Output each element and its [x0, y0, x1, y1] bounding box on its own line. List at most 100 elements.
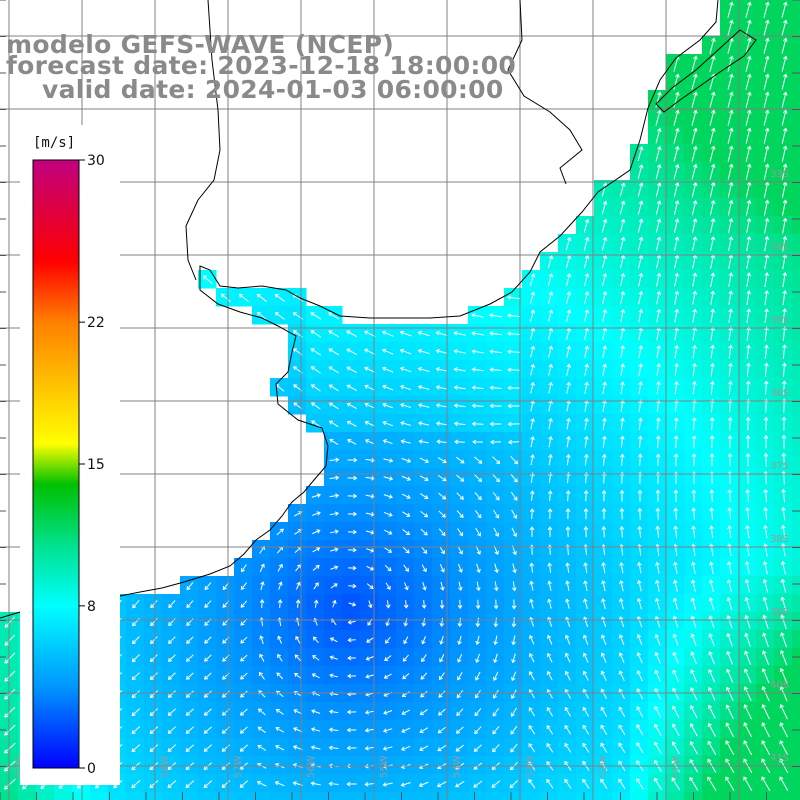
field-cell: [360, 792, 379, 800]
field-cell: [684, 360, 703, 379]
wind-arrow: [347, 475, 358, 481]
wind-arrow: [691, 218, 698, 234]
field-cell: [594, 504, 613, 523]
wind-arrow: [691, 543, 696, 556]
wind-arrow: [547, 309, 554, 322]
field-cell: [738, 594, 757, 613]
field-cell: [522, 450, 541, 469]
wind-arrow: [346, 366, 358, 374]
field-cell: [612, 270, 631, 289]
field-cell: [774, 450, 793, 469]
field-cell: [684, 594, 703, 613]
field-cell: [576, 234, 595, 253]
wind-arrow: [656, 381, 661, 395]
wind-arrow: [746, 272, 752, 288]
field-cell: [216, 756, 235, 775]
wind-arrow: [710, 380, 715, 395]
wind-arrow: [745, 488, 751, 503]
field-cell: [126, 738, 145, 757]
wind-arrow: [547, 508, 553, 520]
wind-arrow: [185, 726, 194, 734]
wind-arrow: [654, 651, 661, 664]
field-cell: [756, 288, 775, 307]
wind-arrow: [493, 527, 500, 537]
wind-arrow: [437, 474, 447, 482]
field-cell: [774, 0, 793, 19]
field-cell: [414, 396, 433, 415]
wind-arrow: [310, 330, 322, 338]
wind-arrow: [745, 109, 752, 126]
field-cell: [630, 360, 649, 379]
field-cell: [144, 792, 163, 800]
wind-arrow: [328, 420, 339, 428]
wind-arrow: [600, 724, 608, 735]
wind-arrow: [620, 399, 625, 412]
field-cell: [702, 540, 721, 559]
wind-arrow: [689, 741, 698, 755]
wind-arrow: [584, 363, 589, 376]
field-cell: [216, 666, 235, 685]
wind-arrow: [763, 91, 770, 108]
field-cell: [504, 630, 523, 649]
wind-arrow: [546, 652, 553, 663]
wind-arrow: [439, 563, 445, 573]
wind-arrow: [708, 633, 715, 647]
field-cell: [576, 540, 595, 559]
field-cell: [342, 576, 361, 595]
field-cell: [720, 36, 739, 55]
field-cell: [288, 612, 307, 631]
wind-arrow: [347, 493, 358, 499]
field-cell: [486, 738, 505, 757]
wind-arrow: [489, 331, 502, 336]
field-cell: [594, 360, 613, 379]
field-cell: [774, 234, 793, 253]
wind-arrow: [346, 781, 357, 787]
field-cell: [648, 486, 667, 505]
wind-arrow: [673, 73, 680, 90]
field-cell: [432, 612, 451, 631]
wind-arrow: [745, 73, 752, 90]
wind-arrow: [312, 636, 319, 644]
wind-arrow: [638, 290, 644, 305]
wind-arrow: [419, 709, 428, 716]
wind-arrow: [404, 582, 409, 591]
field-cell: [486, 702, 505, 721]
field-cell: [306, 504, 325, 523]
wind-arrow: [529, 580, 534, 591]
wind-arrow: [582, 724, 590, 735]
field-cell: [576, 252, 595, 271]
field-cell: [378, 648, 397, 667]
field-cell: [522, 396, 541, 415]
field-cell: [594, 180, 613, 199]
field-cell: [702, 558, 721, 577]
wind-arrow: [582, 616, 589, 627]
field-cell: [504, 666, 523, 685]
field-cell: [738, 342, 757, 361]
coastline: [0, 0, 757, 619]
field-cell: [504, 792, 523, 800]
field-cell: [792, 486, 800, 505]
wind-arrow: [674, 362, 679, 377]
field-cell: [198, 756, 217, 775]
wind-arrow: [457, 653, 463, 663]
field-cell: [324, 756, 343, 775]
field-cell: [756, 252, 775, 271]
field-cell: [432, 396, 451, 415]
wind-arrow: [710, 362, 715, 377]
field-cell: [720, 324, 739, 343]
wind-arrow: [511, 617, 517, 628]
lon-label: 58W: [160, 755, 171, 778]
wind-arrow: [332, 599, 337, 608]
field-cell: [504, 576, 523, 595]
field-cell: [558, 540, 577, 559]
field-cell: [720, 18, 739, 37]
field-cell: [414, 612, 433, 631]
field-cell: [306, 540, 325, 559]
field-cell: [558, 468, 577, 487]
field-cell: [324, 720, 343, 739]
wind-arrow: [745, 543, 750, 557]
field-cell: [594, 468, 613, 487]
field-cell: [144, 630, 163, 649]
field-cell: [306, 738, 325, 757]
wind-arrow: [566, 453, 571, 466]
